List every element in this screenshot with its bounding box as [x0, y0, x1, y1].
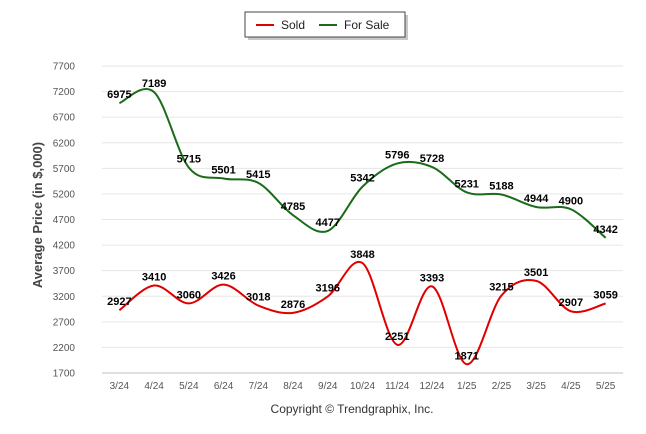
data-label: 4785	[281, 201, 305, 213]
y-tick-label: 5200	[53, 189, 76, 200]
data-label: 3018	[246, 292, 270, 304]
data-label: 4900	[559, 195, 583, 207]
x-tick-label: 11/24	[385, 381, 410, 392]
data-label: 2927	[107, 296, 131, 308]
y-tick-label: 3700	[53, 266, 76, 277]
y-tick-label: 5700	[53, 164, 76, 175]
series-lines	[118, 88, 607, 366]
x-axis-ticks: 3/24 4/24 5/24 6/24 7/24 8/24 9/24 10/24 11/24 12…	[110, 381, 616, 392]
legend-label[interactable]: Sold	[281, 18, 305, 32]
y-tick-label: 4200	[53, 241, 76, 252]
y-tick-label: 7700	[53, 62, 76, 73]
x-tick-label: 3/25	[526, 381, 546, 392]
data-label: 4477	[316, 217, 340, 229]
data-label: 3059	[593, 289, 617, 301]
legend-label[interactable]: For Sale	[344, 18, 390, 32]
data-labels: 2927 3410 3060 3426 3018 2876 3196 3848 2251 3393…	[107, 78, 618, 362]
data-label: 3393	[420, 272, 444, 284]
data-label: 5796	[385, 149, 409, 161]
data-label: 5715	[177, 154, 201, 166]
x-tick-label: 1/25	[457, 381, 477, 392]
data-label: 7189	[142, 78, 166, 90]
y-tick-label: 6200	[53, 138, 76, 149]
x-tick-label: 5/25	[596, 381, 616, 392]
data-label: 4342	[593, 224, 617, 236]
data-label: 5342	[350, 173, 374, 185]
y-tick-label: 1700	[53, 369, 76, 380]
data-label: 6975	[107, 89, 131, 101]
data-label: 3426	[211, 271, 235, 283]
series-line-0	[118, 260, 606, 366]
legend: Sold For Sale	[244, 11, 408, 40]
data-label: 5188	[489, 181, 513, 193]
data-label: 3501	[524, 267, 548, 279]
x-tick-label: 3/24	[110, 381, 130, 392]
data-label: 5415	[246, 169, 270, 181]
data-label: 2907	[559, 297, 583, 309]
data-label: 2251	[385, 331, 409, 343]
x-tick-label: 7/24	[249, 381, 269, 392]
y-axis-title: Average Price (in $,000)	[30, 142, 45, 288]
y-tick-label: 3200	[53, 292, 76, 303]
data-label: 3410	[142, 272, 166, 284]
x-tick-label: 10/24	[350, 381, 375, 392]
x-tick-label: 6/24	[214, 381, 234, 392]
series-line-1	[118, 88, 607, 239]
y-axis-ticks: 1700 2200 2700 3200 3700 4200 4700 5200 5700 6200…	[53, 62, 76, 380]
y-tick-label: 7200	[53, 87, 76, 98]
y-tick-label: 2200	[53, 343, 76, 354]
data-label: 3196	[316, 282, 340, 294]
data-label: 3848	[350, 249, 374, 261]
y-tick-label: 2700	[53, 317, 76, 328]
y-tick-label: 4700	[53, 215, 76, 226]
copyright-credit: Copyright © Trendgraphix, Inc.	[271, 402, 434, 416]
data-label: 5231	[454, 178, 478, 190]
x-tick-label: 8/24	[283, 381, 303, 392]
x-tick-label: 4/24	[144, 381, 164, 392]
data-label: 1871	[454, 350, 478, 362]
x-tick-label: 9/24	[318, 381, 338, 392]
data-label: 3060	[177, 289, 201, 301]
y-tick-label: 6700	[53, 113, 76, 124]
x-tick-label: 5/24	[179, 381, 199, 392]
x-tick-label: 4/25	[561, 381, 581, 392]
data-label: 3215	[489, 281, 513, 293]
data-label: 2876	[281, 299, 305, 311]
data-label: 4944	[524, 193, 549, 205]
grid-lines	[102, 65, 623, 374]
x-tick-label: 12/24	[419, 381, 444, 392]
data-label: 5728	[420, 153, 444, 165]
data-label: 5501	[211, 165, 235, 177]
x-tick-label: 2/25	[492, 381, 512, 392]
